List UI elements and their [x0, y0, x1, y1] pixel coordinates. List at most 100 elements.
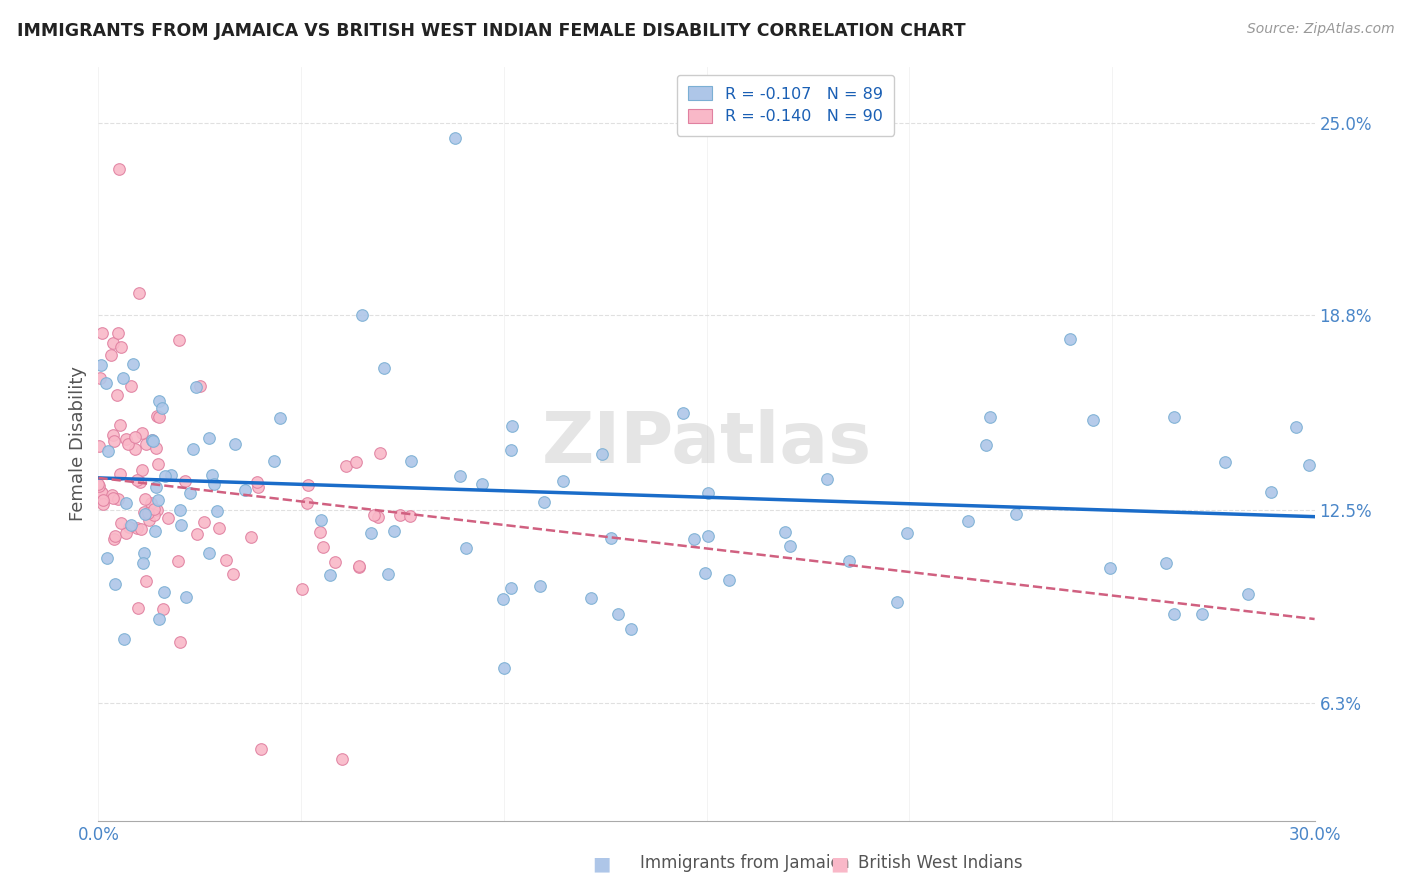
Text: ■: ■	[830, 854, 849, 873]
Point	[382, 524, 405, 538]
Point	[246, 475, 269, 490]
Point	[697, 486, 720, 500]
Point	[115, 496, 138, 510]
Text: British West Indians: British West Indians	[858, 855, 1022, 872]
Point	[108, 417, 131, 432]
Point	[148, 612, 170, 626]
Point	[683, 532, 706, 546]
Point	[606, 607, 628, 621]
Point	[886, 595, 908, 609]
Point	[377, 567, 399, 582]
Legend: R = -0.107   N = 89, R = -0.140   N = 90: R = -0.107 N = 89, R = -0.140 N = 90	[678, 75, 894, 136]
Point	[291, 582, 314, 597]
Point	[693, 566, 716, 581]
Point	[198, 431, 221, 445]
Point	[107, 162, 129, 177]
Point	[103, 533, 125, 547]
Point	[146, 503, 169, 517]
Point	[87, 479, 110, 493]
Point	[309, 513, 332, 527]
Point	[201, 467, 224, 482]
Point	[1191, 607, 1213, 622]
Point	[373, 360, 395, 375]
Point	[143, 508, 166, 522]
Point	[335, 459, 357, 474]
Point	[138, 513, 160, 527]
Point	[295, 496, 318, 510]
Point	[167, 554, 190, 568]
Point	[125, 473, 148, 487]
Point	[325, 555, 347, 569]
Point	[128, 475, 150, 489]
Point	[1059, 333, 1081, 347]
Point	[132, 546, 155, 560]
Point	[672, 405, 695, 419]
Point	[186, 527, 208, 541]
Point	[152, 602, 174, 616]
Point	[132, 556, 155, 570]
Point	[347, 559, 370, 574]
Point	[368, 446, 391, 460]
Point	[579, 591, 602, 606]
Y-axis label: Female Disability: Female Disability	[69, 367, 87, 521]
Point	[139, 496, 162, 510]
Point	[297, 478, 319, 492]
Point	[263, 454, 285, 468]
Point	[591, 447, 613, 461]
Point	[249, 742, 271, 756]
Point	[1260, 484, 1282, 499]
Point	[112, 632, 135, 647]
Point	[363, 508, 385, 523]
Point	[896, 526, 918, 541]
Point	[444, 131, 467, 145]
Point	[318, 568, 340, 582]
Point	[222, 566, 245, 581]
Point	[124, 442, 146, 456]
Point	[107, 326, 129, 340]
Point	[696, 528, 718, 542]
Point	[143, 501, 166, 516]
Point	[146, 492, 169, 507]
Point	[1237, 587, 1260, 601]
Text: IMMIGRANTS FROM JAMAICA VS BRITISH WEST INDIAN FEMALE DISABILITY CORRELATION CHA: IMMIGRANTS FROM JAMAICA VS BRITISH WEST …	[17, 22, 966, 40]
Text: ■: ■	[592, 854, 612, 873]
Point	[87, 477, 110, 491]
Point	[135, 574, 157, 588]
Point	[105, 388, 128, 402]
Point	[170, 518, 193, 533]
Point	[198, 546, 221, 560]
Point	[103, 428, 125, 442]
Point	[142, 434, 165, 449]
Point	[87, 439, 110, 453]
Point	[115, 525, 138, 540]
Point	[145, 480, 167, 494]
Point	[599, 531, 621, 545]
Point	[131, 463, 153, 477]
Point	[132, 505, 155, 519]
Point	[141, 434, 163, 448]
Point	[120, 379, 142, 393]
Point	[224, 437, 246, 451]
Point	[246, 480, 269, 494]
Point	[124, 430, 146, 444]
Point	[127, 600, 149, 615]
Point	[100, 348, 122, 362]
Point	[103, 491, 125, 505]
Point	[104, 529, 127, 543]
Point	[148, 393, 170, 408]
Point	[779, 539, 801, 553]
Point	[186, 380, 208, 394]
Point	[350, 308, 373, 322]
Point	[128, 286, 150, 301]
Point	[492, 591, 515, 606]
Point	[533, 495, 555, 509]
Point	[150, 401, 173, 416]
Point	[208, 521, 231, 535]
Point	[91, 485, 114, 500]
Point	[100, 488, 122, 502]
Point	[449, 469, 471, 483]
Point	[96, 376, 118, 390]
Point	[148, 410, 170, 425]
Point	[153, 584, 176, 599]
Point	[233, 483, 256, 497]
